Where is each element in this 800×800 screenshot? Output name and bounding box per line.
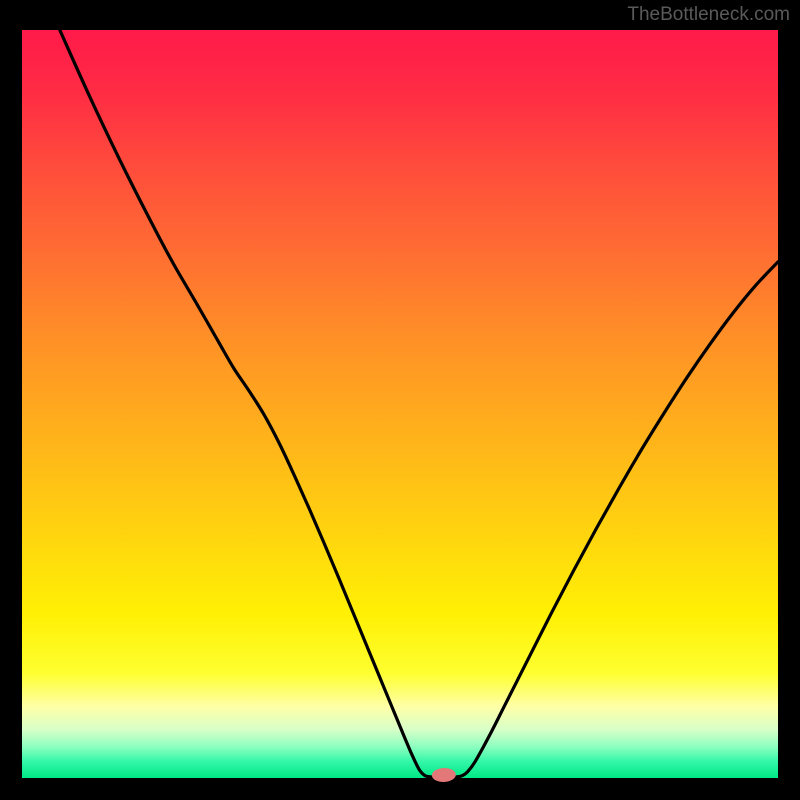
gradient-plot-area <box>22 30 778 778</box>
bottleneck-chart <box>0 0 800 800</box>
watermark-text: TheBottleneck.com <box>627 4 790 26</box>
chart-frame: TheBottleneck.com <box>0 0 800 800</box>
